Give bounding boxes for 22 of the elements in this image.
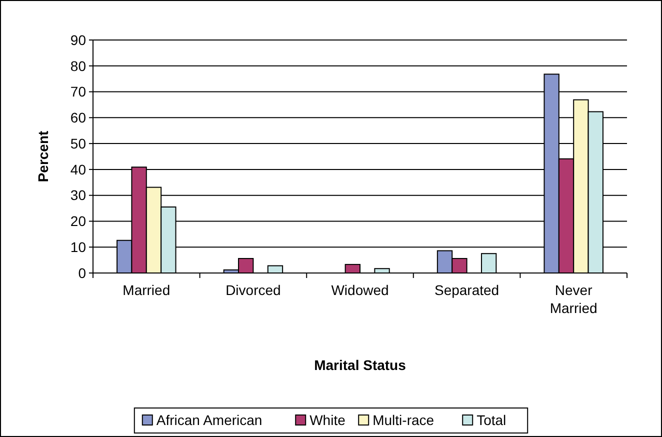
y-tick-label: 20 — [70, 213, 86, 230]
x-axis-title: Marital Status — [314, 357, 406, 373]
y-tick-label: 0 — [78, 264, 86, 281]
x-tick-label: Divorced — [226, 282, 281, 298]
y-axis-title: Percent — [35, 130, 51, 182]
legend-label: African American — [156, 412, 262, 428]
y-tick-label: 70 — [70, 84, 86, 100]
x-tick-label: Never Married — [550, 282, 598, 316]
x-tick-label: Widowed — [331, 282, 389, 298]
y-tick-label: 10 — [70, 239, 86, 256]
y-tick-label: 40 — [70, 161, 86, 178]
x-tick-label: Married — [122, 282, 170, 298]
y-tick-label: 50 — [70, 135, 86, 152]
y-tick-label: 80 — [70, 58, 86, 74]
y-tick-label: 90 — [70, 32, 86, 48]
x-tick-label: Separated — [434, 282, 500, 298]
legend-label: White — [310, 412, 346, 428]
y-tick-label: 30 — [70, 187, 86, 204]
y-tick-label: 60 — [70, 110, 86, 126]
bar — [480, 253, 497, 274]
legend-label: Multi-race — [372, 412, 434, 428]
legend-label: Total — [476, 412, 506, 428]
